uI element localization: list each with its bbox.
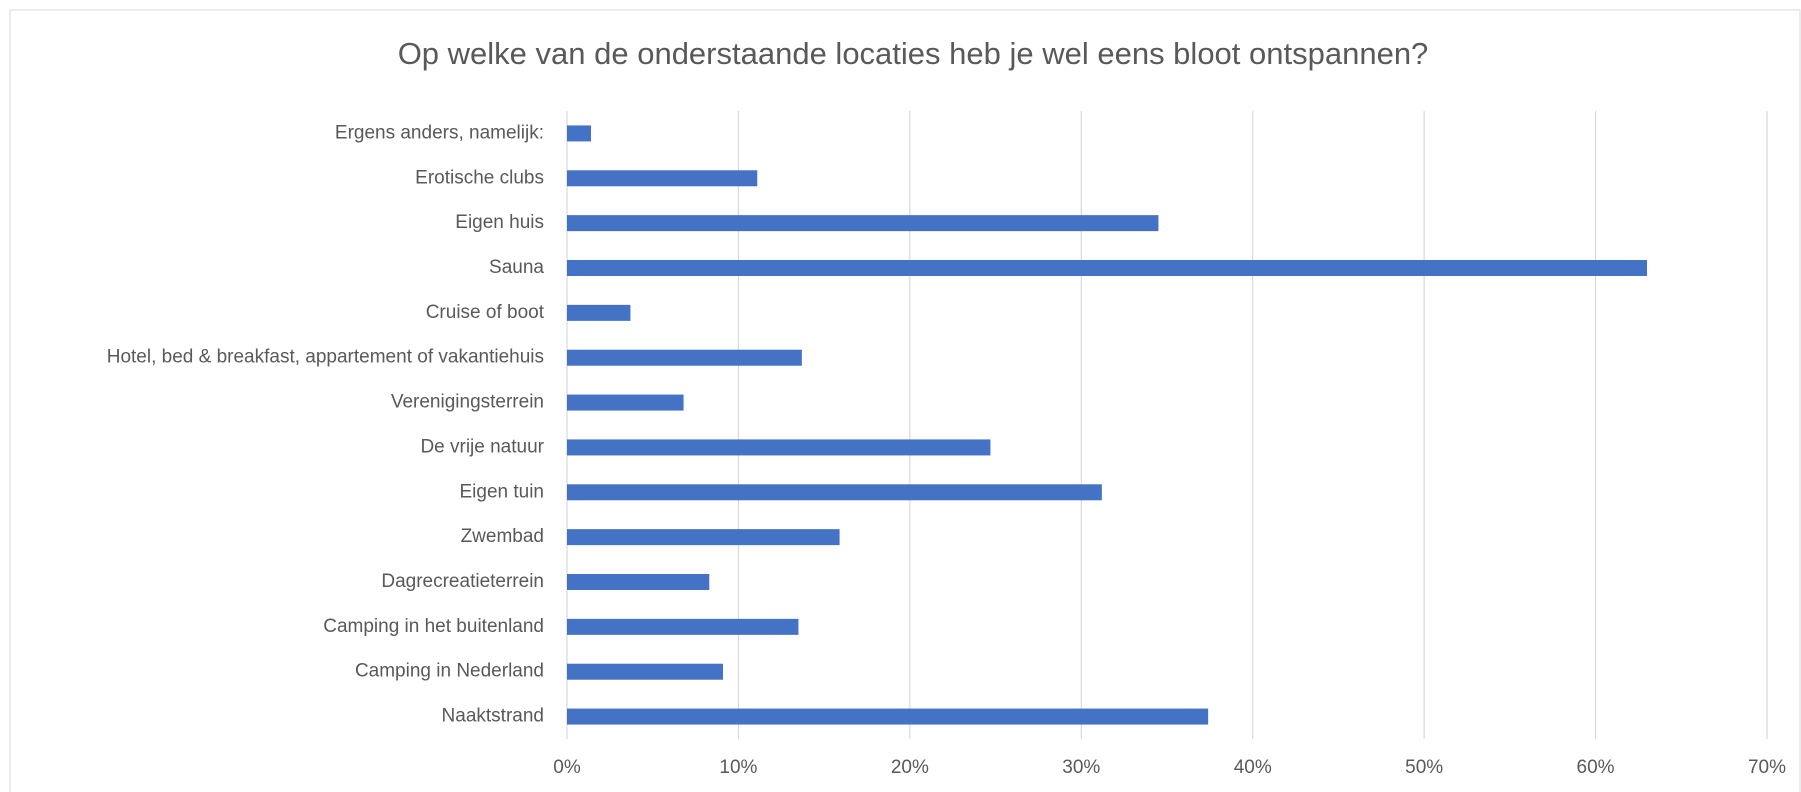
y-tick-label: Eigen tuin — [459, 481, 544, 502]
bar — [567, 618, 799, 635]
bar — [567, 349, 802, 366]
y-tick-label: Hotel, bed & breakfast, appartement of v… — [107, 347, 544, 368]
bar — [567, 215, 1159, 232]
y-tick-label: Eigen huis — [455, 212, 544, 233]
x-tick-label: 60% — [1577, 757, 1615, 778]
y-tick-label: Zwembad — [461, 526, 544, 547]
x-tick-label: 0% — [553, 757, 581, 778]
y-tick-label: Camping in het buitenland — [323, 616, 544, 637]
bar — [567, 304, 631, 321]
x-tick-label: 40% — [1234, 757, 1272, 778]
bar — [567, 260, 1647, 276]
bar — [567, 170, 758, 187]
y-tick-label: Naaktstrand — [442, 706, 544, 727]
chart-title: Op welke van de onderstaande locaties he… — [398, 36, 1429, 71]
y-tick-label: Ergens anders, namelijk: — [335, 122, 544, 143]
bar — [567, 484, 1102, 501]
chart-border — [9, 9, 1801, 792]
bar — [567, 529, 840, 546]
y-tick-label: Cruise of boot — [426, 302, 545, 323]
bar — [567, 439, 991, 456]
y-tick-label: Camping in Nederland — [355, 661, 544, 682]
y-tick-label: De vrije natuur — [420, 436, 544, 457]
x-tick-label: 70% — [1748, 757, 1786, 778]
bar — [567, 125, 591, 142]
bar — [567, 574, 710, 590]
x-tick-label: 20% — [891, 757, 929, 778]
x-tick-label: 10% — [719, 757, 757, 778]
bar — [567, 394, 684, 411]
y-tick-label: Verenigingsterrein — [391, 392, 544, 413]
x-tick-label: 30% — [1062, 757, 1100, 778]
bar — [567, 663, 723, 680]
bar — [567, 708, 1209, 725]
y-tick-label: Sauna — [489, 257, 544, 278]
y-tick-label: Erotische clubs — [415, 167, 544, 188]
y-tick-label: Dagrecreatieterrein — [381, 571, 544, 592]
x-tick-label: 50% — [1405, 757, 1443, 778]
